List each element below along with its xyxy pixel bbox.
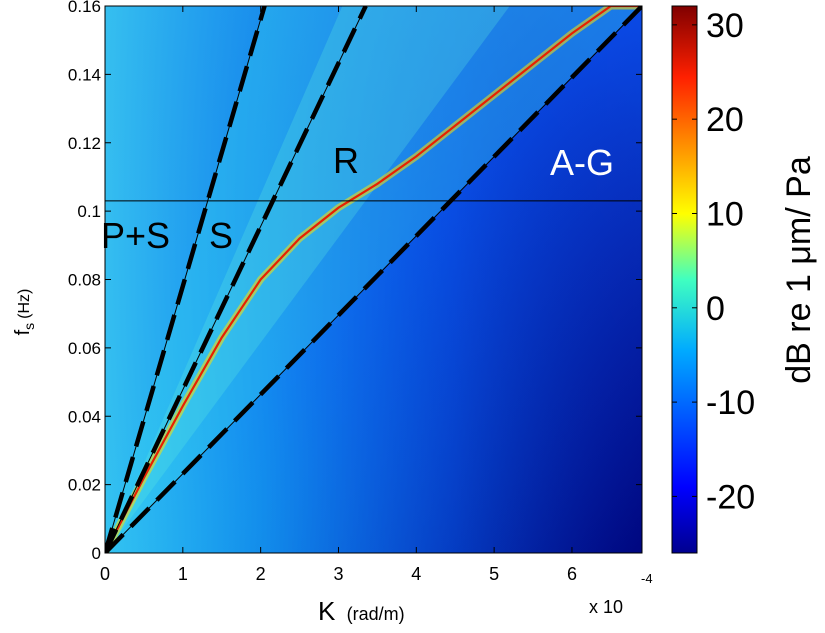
x-tick-label: 2	[256, 564, 266, 584]
y-tick-label: 0.02	[68, 476, 101, 495]
annotation-r: R	[333, 140, 359, 181]
x-tick-label: 5	[489, 564, 499, 584]
svg-text:fs(Hz): fs (Hz)	[12, 289, 37, 336]
colorbar-tick-label: 0	[706, 290, 725, 328]
y-axis-title: fs (Hz)	[12, 289, 37, 336]
colorbar	[671, 5, 698, 554]
x-tick-label: 4	[411, 564, 421, 584]
x-axis-multiplier: x 10	[589, 597, 623, 617]
y-axis-title-unit: (Hz)	[16, 289, 33, 319]
ridge-curve-r	[105, 6, 642, 553]
asymptote-dashed-3	[105, 6, 642, 553]
asymptote-dashed-1	[105, 6, 267, 553]
y-tick-label: 0.16	[68, 0, 101, 16]
x-tick-label: 1	[178, 564, 188, 584]
x-tick-label: 0	[100, 564, 110, 584]
heatmap-wedge-inner	[105, 6, 510, 553]
colorbar-tick-label: 20	[706, 101, 744, 139]
asymptote-dashed-2	[105, 6, 368, 553]
y-tick-label: 0.14	[68, 65, 101, 84]
colorbar-tick-label: 10	[706, 195, 744, 233]
y-tick-label: 0.08	[68, 271, 101, 290]
x-axis-multiplier-exponent: -4	[641, 571, 653, 586]
x-axis-title-unit: (rad/m)	[347, 604, 405, 624]
colorbar-label-group: dB re 1 μm/ Pa	[780, 156, 818, 384]
y-tick-label: 0.04	[68, 407, 101, 426]
colorbar-tick-label: -20	[706, 478, 755, 516]
annotation-s: S	[209, 215, 233, 256]
x-tick-label: 6	[567, 564, 577, 584]
annotation-a-g: A-G	[550, 142, 614, 183]
y-tick-label: 0.1	[77, 202, 101, 221]
y-tick-label: 0.12	[68, 134, 101, 153]
y-tick-label: 0.06	[68, 339, 101, 358]
y-tick-label: 0	[92, 544, 101, 563]
colorbar-tick-label: -10	[706, 384, 755, 422]
x-axis-title: K (rad/m)	[318, 596, 405, 626]
y-axis-title-sub: s	[21, 323, 37, 330]
x-axis-title-main: K	[318, 596, 336, 626]
colorbar-tick-label: 30	[706, 7, 744, 45]
annotation-p-plus-s: P+S	[101, 215, 170, 256]
colorbar-label: dB re 1 μm/ Pa	[780, 156, 818, 384]
y-axis-title-main: f	[12, 329, 34, 335]
x-tick-label: 3	[333, 564, 343, 584]
